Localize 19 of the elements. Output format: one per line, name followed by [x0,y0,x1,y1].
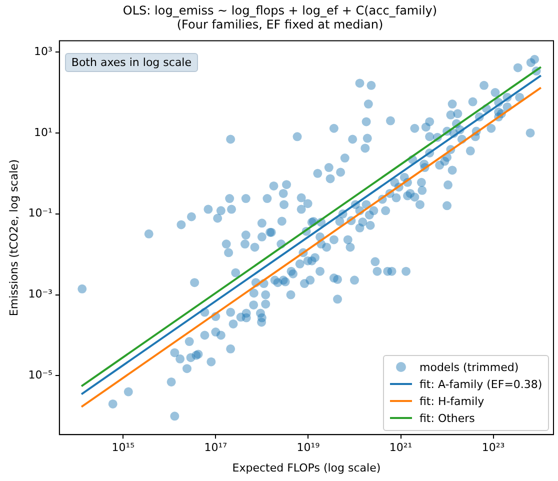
x-tick-label: 10¹⁷ [204,441,228,454]
x-axis-title: Expected FLOPs (log scale) [232,461,381,474]
legend-label: fit: H-family [420,394,484,408]
y-axis-title: Emissions (tCO2e, log scale) [7,159,20,316]
chart-title: OLS: log_emiss ~ log_flops + log_ef + C(acc_family) [122,3,438,18]
x-tick-label: 10¹⁹ [296,441,320,454]
y-tick-label: 10³ [34,44,52,58]
legend-label: models (trimmed) [420,360,519,374]
x-tick-label: 10²¹ [389,441,412,454]
y-tick-label: 10⁻¹ [28,206,52,220]
y-tick-label: 10¹ [34,126,52,139]
y-tick-label: 10⁻³ [28,288,52,301]
legend-label: fit: Others [420,412,475,425]
x-tick-label: 10¹⁵ [112,441,135,454]
x-tick-label: 10²³ [482,441,505,454]
annotation: Both axes in log scale [65,52,198,72]
chart-subtitle: (Four families, EF fixed at median) [176,18,384,32]
y-tick-label: 10⁻⁵ [28,368,52,382]
legend-label: fit: A-family (EF=0.38) [420,378,542,391]
